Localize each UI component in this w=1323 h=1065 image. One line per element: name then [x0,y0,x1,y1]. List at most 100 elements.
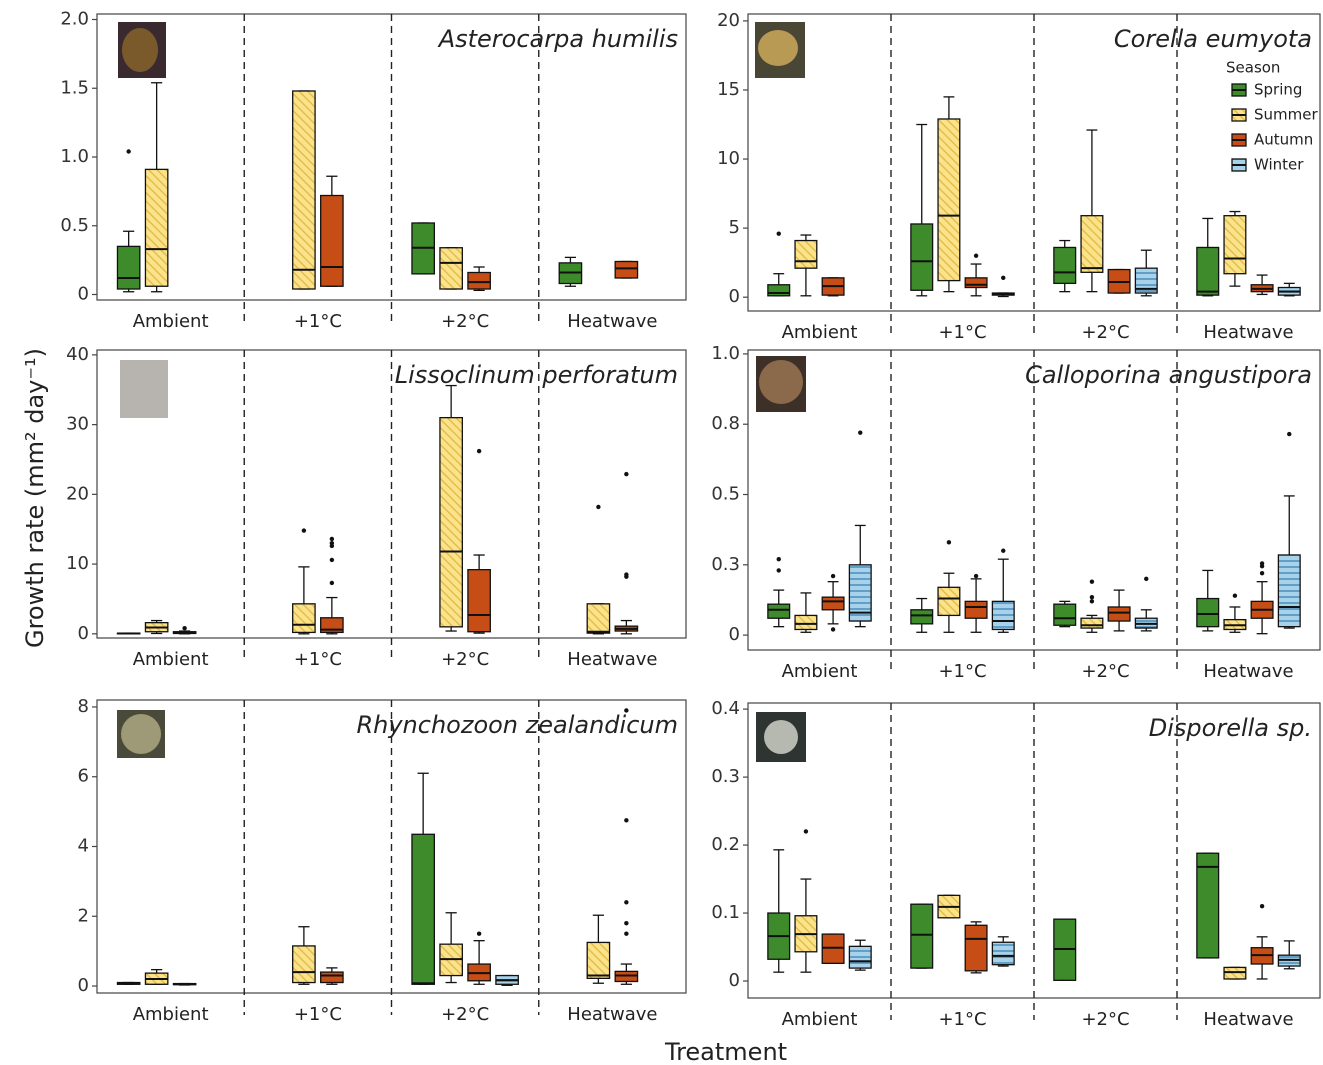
y-tick-label: 0.1 [711,902,740,923]
x-category-label: Ambient [782,1009,858,1030]
box [1224,216,1246,274]
box [822,597,844,610]
panel-title: Asterocarpa humilis [437,25,678,53]
box [440,418,462,627]
y-tick-label: 0.8 [711,413,740,434]
x-category-label: Ambient [133,1004,209,1025]
box [145,169,167,286]
box [911,904,933,968]
y-tick-label: 0 [729,624,740,645]
y-tick-label: 4 [78,836,89,857]
specimen-photo-detail [758,30,798,66]
box [1108,607,1130,621]
outlier [330,581,334,585]
y-tick-label: 0.4 [711,698,740,719]
box [849,946,871,968]
outlier [974,254,978,258]
specimen-photo-detail [121,714,161,754]
box [911,224,933,290]
y-tick-label: 1.0 [711,343,740,364]
box [992,601,1014,629]
legend-label: Summer [1254,106,1318,124]
y-tick-label: 5 [729,217,740,238]
box [1197,853,1219,958]
x-category-label: Ambient [782,322,858,343]
box [293,946,315,983]
box [768,285,790,296]
y-tick-label: 0.5 [60,215,89,236]
outlier [1001,276,1005,280]
outlier [624,708,628,712]
outlier [947,540,951,544]
x-category-label: +1°C [938,322,986,343]
box [768,604,790,618]
specimen-photo-detail [122,28,158,72]
y-tick-label: 0 [78,623,89,644]
box [822,934,844,963]
x-category-label: +1°C [294,649,342,670]
panel-title: Lissoclinum perforatum [395,361,678,389]
box [965,925,987,971]
outlier [477,449,481,453]
outlier [858,430,862,434]
x-category-label: Heatwave [1203,322,1293,343]
specimen-photo-detail [759,360,803,404]
outlier [804,829,808,833]
x-category-label: Heatwave [567,311,657,332]
y-tick-label: 10 [717,148,740,169]
panel-title: Corella eumyota [1114,25,1312,53]
y-tick-label: 30 [66,414,89,435]
box [1278,555,1300,627]
outlier [1260,561,1264,565]
y-tick-label: 0.3 [711,554,740,575]
outlier [624,818,628,822]
outlier [1001,549,1005,553]
x-category-label: Heatwave [1203,661,1293,682]
box [1054,604,1076,625]
y-tick-label: 10 [66,553,89,574]
outlier [596,505,600,509]
box [1197,599,1219,627]
x-category-label: Ambient [782,661,858,682]
y-tick-label: 0 [729,286,740,307]
outlier [624,932,628,936]
y-tick-label: 20 [66,483,89,504]
x-category-label: +1°C [294,1004,342,1025]
outlier [1090,595,1094,599]
box [587,604,609,633]
box [1224,967,1246,979]
outlier [1090,599,1094,603]
outlier [330,541,334,545]
x-category-label: +2°C [441,649,489,670]
legend-label: Winter [1254,156,1304,174]
box [412,834,434,984]
box [615,262,637,279]
outlier [330,558,334,562]
box [440,248,462,289]
outlier [477,932,481,936]
x-category-label: +2°C [1081,1009,1129,1030]
box [1081,216,1103,273]
box [965,278,987,288]
x-category-label: +1°C [938,1009,986,1030]
outlier [624,472,628,476]
box [321,972,343,982]
y-tick-label: 0 [78,975,89,996]
legend-label: Autumn [1254,131,1313,149]
box [938,587,960,615]
box [795,241,817,269]
figure: Growth rate (mm² day⁻¹) Treatment 00.51.… [0,0,1323,1065]
x-category-label: +2°C [1081,322,1129,343]
box [293,91,315,289]
outlier [1144,577,1148,581]
box [1197,247,1219,295]
box [938,119,960,281]
x-category-label: +2°C [441,311,489,332]
box [795,615,817,629]
x-category-label: +1°C [294,311,342,332]
panel-title: Disporella sp. [1149,714,1312,742]
y-tick-label: 1.0 [60,146,89,167]
x-category-label: Heatwave [567,1004,657,1025]
panel-title: Rhynchozoon zealandicum [356,711,678,739]
box [965,601,987,618]
